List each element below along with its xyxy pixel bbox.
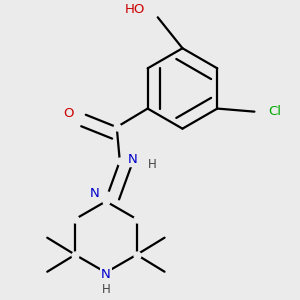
Text: N: N <box>90 187 100 200</box>
Text: HO: HO <box>125 3 146 16</box>
Text: N: N <box>101 268 111 281</box>
Text: HO: HO <box>125 3 146 16</box>
Text: H: H <box>101 283 110 296</box>
Text: H: H <box>101 283 110 296</box>
Text: Cl: Cl <box>268 105 281 118</box>
Text: N: N <box>127 153 137 166</box>
Text: O: O <box>63 107 74 120</box>
Text: Cl: Cl <box>268 105 281 118</box>
Text: N: N <box>90 187 100 200</box>
Text: N: N <box>127 153 137 166</box>
Text: H: H <box>148 158 156 171</box>
Text: H: H <box>148 158 156 171</box>
Text: N: N <box>101 268 111 281</box>
Text: O: O <box>63 107 74 120</box>
